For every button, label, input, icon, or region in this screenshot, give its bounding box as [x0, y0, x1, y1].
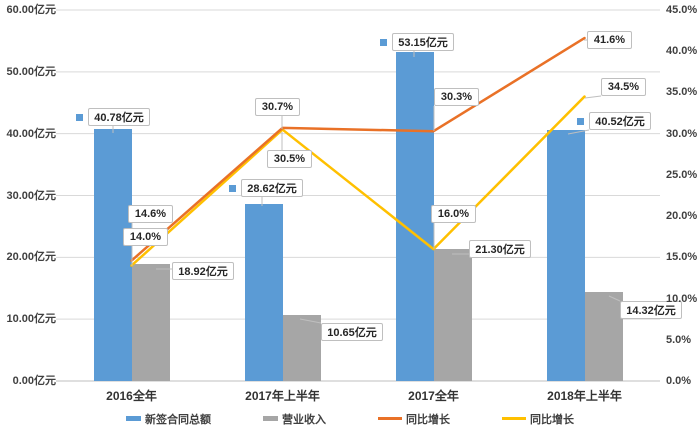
y-axis-right-tick: 25.0% — [666, 168, 698, 181]
y-axis-right-tick: 5.0% — [666, 333, 692, 346]
bar-新签合同总额-2018年上半年 — [546, 130, 585, 381]
bar-新签合同总额-2017年上半年 — [244, 204, 283, 381]
data-label-leader — [584, 95, 602, 99]
x-axis-category-label: 2017全年 — [408, 389, 459, 403]
bar-新签合同总额-2016全年 — [93, 128, 132, 381]
data-label: 40.52亿元 — [589, 112, 651, 130]
y-axis-left-tick: 40.00亿元 — [6, 127, 56, 140]
data-label: 30.5% — [267, 150, 312, 168]
y-axis-right-tick: 40.0% — [666, 45, 698, 58]
data-label: 53.15亿元 — [392, 33, 454, 51]
data-label-series-key — [229, 185, 236, 192]
data-label: 18.92亿元 — [172, 262, 234, 280]
legend-label: 同比增长 — [406, 413, 450, 426]
legend-item: 营业收入 — [263, 411, 326, 427]
legend-line-swatch — [378, 417, 402, 420]
y-axis-left-tick: 10.00亿元 — [6, 313, 56, 326]
data-label-leader — [299, 318, 322, 324]
legend-bar-swatch — [126, 416, 141, 421]
y-axis-left-tick: 30.00亿元 — [6, 189, 56, 202]
y-axis-right-tick: 20.0% — [666, 210, 698, 223]
line-series-同比增长 — [130, 36, 586, 262]
bar-营业收入-2017全年 — [433, 249, 472, 381]
y-axis-left-tick: 60.00亿元 — [6, 4, 56, 16]
line-series-同比增长 — [130, 95, 586, 267]
y-axis-left-tick: 50.00亿元 — [6, 65, 56, 78]
y-axis-right-tick: 10.0% — [666, 292, 698, 305]
data-label: 30.7% — [255, 98, 300, 116]
legend-line-swatch — [502, 417, 526, 420]
data-label: 14.6% — [128, 205, 173, 223]
legend-label: 新签合同总额 — [145, 413, 211, 426]
legend-label: 营业收入 — [282, 413, 326, 426]
data-label: 14.0% — [123, 228, 168, 246]
y-axis-right-tick: 45.0% — [666, 4, 698, 16]
bar-营业收入-2016全年 — [131, 264, 170, 381]
data-label: 10.65亿元 — [321, 323, 383, 341]
y-axis-right-tick: 30.0% — [666, 127, 698, 140]
data-label: 40.78亿元 — [88, 108, 150, 126]
legend-item: 同比增长 — [502, 411, 574, 427]
x-axis-category-label: 2018年上半年 — [547, 389, 622, 403]
data-label: 34.5% — [601, 78, 646, 96]
data-label-leader — [608, 295, 621, 302]
y-axis-right-tick: 0.0% — [666, 375, 692, 387]
bar-营业收入-2017年上半年 — [282, 315, 321, 381]
y-axis-right-tick: 35.0% — [666, 86, 698, 99]
data-label: 41.6% — [587, 31, 632, 49]
data-label: 16.0% — [431, 205, 476, 223]
legend-label: 同比增长 — [530, 413, 574, 426]
data-label: 21.30亿元 — [469, 240, 531, 258]
data-label-leader — [567, 129, 590, 135]
y-axis-left-tick: 20.00亿元 — [6, 251, 56, 264]
legend-item: 同比增长 — [378, 411, 450, 427]
data-label: 28.62亿元 — [241, 179, 303, 197]
data-label: 14.32亿元 — [620, 301, 682, 319]
x-axis-category-label: 2017年上半年 — [245, 389, 320, 403]
data-label: 30.3% — [434, 88, 479, 106]
bar-新签合同总额-2017全年 — [395, 52, 434, 381]
data-label-series-key — [577, 118, 584, 125]
y-axis-right-tick: 15.0% — [666, 251, 698, 264]
data-label-series-key — [76, 114, 83, 121]
bar-营业收入-2018年上半年 — [584, 292, 623, 381]
legend-bar-swatch — [263, 416, 278, 421]
x-axis-category-label: 2016全年 — [106, 389, 157, 403]
data-label-series-key — [380, 39, 387, 46]
legend-item: 新签合同总额 — [126, 411, 211, 427]
legend: 新签合同总额 营业收入 同比增长 同比增长 — [0, 409, 700, 428]
y-axis-left-tick: 0.00亿元 — [12, 375, 56, 387]
